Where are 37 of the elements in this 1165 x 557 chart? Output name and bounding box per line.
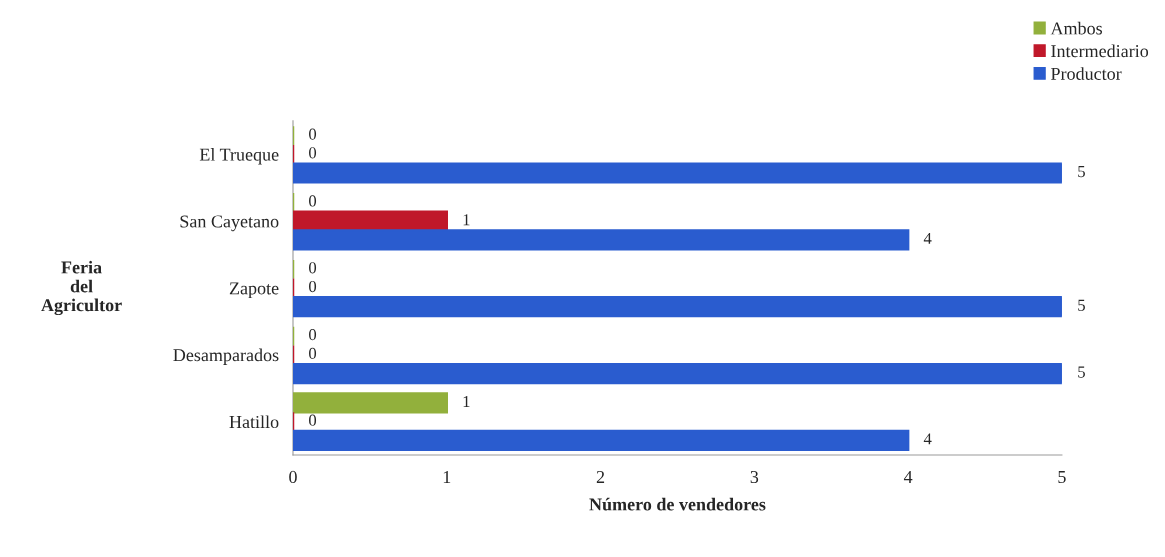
data-label: 4 — [923, 232, 932, 244]
x-tick-label: 0 — [289, 470, 297, 484]
x-tick-label: 1 — [443, 470, 451, 483]
y-axis-title: Feria del Agricultor — [41, 260, 122, 316]
bar — [293, 162, 1062, 184]
bar — [293, 429, 910, 451]
data-label: 0 — [309, 329, 317, 341]
x-axis-title: Número de vendedores — [589, 497, 766, 511]
legend-label: Ambos — [1050, 21, 1103, 35]
y-tick-label: Hatillo — [229, 415, 279, 429]
y-tick-label: El Trueque — [199, 148, 279, 165]
bar — [293, 296, 1062, 318]
bar — [293, 229, 910, 251]
y-tick-label: Desamparados — [173, 348, 279, 365]
x-tick-label: 4 — [903, 470, 913, 483]
data-label: 0 — [309, 262, 317, 274]
data-label: 0 — [309, 128, 317, 140]
data-label: 0 — [309, 347, 317, 359]
bar — [293, 362, 1062, 385]
legend-label: Intermediario — [1051, 44, 1149, 58]
data-label: 1 — [463, 395, 470, 407]
data-label: 0 — [309, 195, 317, 207]
data-label: 0 — [309, 147, 317, 159]
data-label: 5 — [1078, 299, 1085, 311]
x-tick-label: 3 — [750, 470, 759, 484]
x-tick-label: 2 — [596, 470, 605, 483]
data-label: 0 — [309, 280, 317, 293]
y-tick-label: San Cayetano — [180, 215, 279, 232]
data-label: 0 — [309, 414, 317, 426]
data-label: 5 — [1078, 166, 1085, 178]
data-label: 1 — [463, 214, 470, 226]
x-tick-label: 5 — [1058, 471, 1066, 484]
y-tick-label: Zapote — [229, 282, 279, 299]
bar — [293, 392, 449, 414]
data-label: 4 — [923, 433, 932, 445]
legend-label: Productor — [1051, 67, 1122, 80]
data-label: 5 — [1078, 366, 1085, 378]
